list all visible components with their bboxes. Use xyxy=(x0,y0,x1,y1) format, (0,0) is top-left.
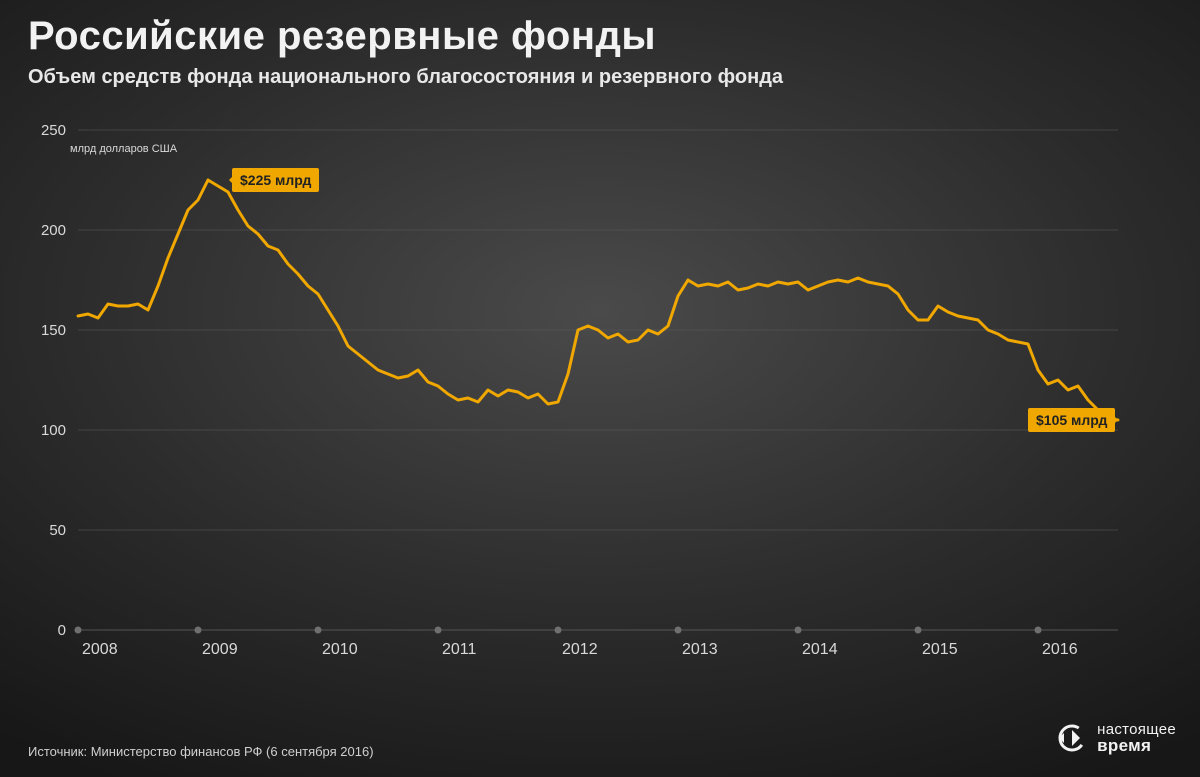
svg-text:250: 250 xyxy=(41,122,66,139)
data-callout: $105 млрд xyxy=(1028,408,1115,432)
svg-text:2009: 2009 xyxy=(202,641,238,658)
svg-text:2012: 2012 xyxy=(562,641,598,658)
svg-text:0: 0 xyxy=(58,622,66,639)
clock-arrow-icon xyxy=(1055,721,1089,755)
chart-title: Российские резервные фонды xyxy=(28,14,656,59)
brand-line1: настоящее xyxy=(1097,722,1176,737)
line-chart: 0 50 100 150 200 250 млрд долларов США 2008 2009… xyxy=(28,110,1128,680)
svg-text:2011: 2011 xyxy=(442,641,477,658)
svg-text:2016: 2016 xyxy=(1042,641,1078,658)
svg-text:2013: 2013 xyxy=(682,641,718,658)
brand-logo: настоящее время xyxy=(1055,721,1176,755)
svg-text:2015: 2015 xyxy=(922,641,958,658)
svg-text:150: 150 xyxy=(41,322,66,339)
data-callout: $225 млрд xyxy=(232,168,319,192)
svg-text:100: 100 xyxy=(41,422,66,439)
svg-text:200: 200 xyxy=(41,222,66,239)
brand-line2: время xyxy=(1097,737,1176,754)
svg-text:2008: 2008 xyxy=(82,641,118,658)
svg-text:2010: 2010 xyxy=(322,641,358,658)
svg-text:2014: 2014 xyxy=(802,641,838,658)
chart-canvas: Российские резервные фонды Объем средств… xyxy=(0,0,1200,777)
chart-subtitle: Объем средств фонда национального благос… xyxy=(28,66,783,89)
svg-text:млрд долларов США: млрд долларов США xyxy=(70,143,178,155)
source-text: Источник: Министерство финансов РФ (6 се… xyxy=(28,744,374,759)
svg-text:50: 50 xyxy=(49,522,66,539)
brand-text: настоящее время xyxy=(1097,722,1176,754)
